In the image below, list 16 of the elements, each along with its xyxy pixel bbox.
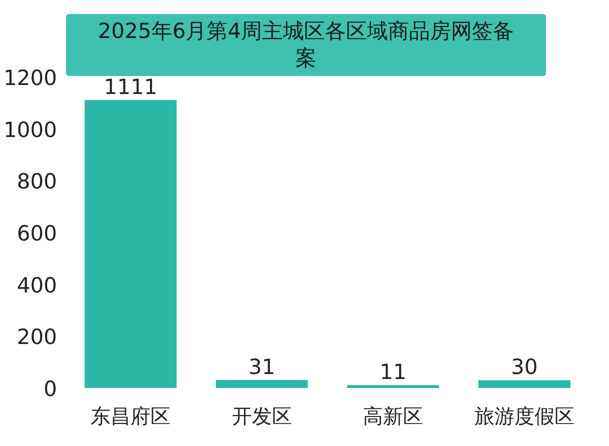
y-tick-label: 400	[16, 273, 57, 298]
x-tick-label: 旅游度假区	[474, 404, 574, 428]
data-label: 1111	[104, 75, 158, 100]
y-tick-label: 1000	[4, 118, 57, 142]
data-label: 11	[380, 360, 406, 384]
y-tick-label: 0	[44, 377, 57, 401]
x-tick-label: 开发区	[232, 404, 292, 428]
y-tick-label: 1200	[4, 66, 57, 90]
y-tick-label: 800	[16, 170, 57, 194]
data-label: 31	[248, 354, 276, 379]
x-tick-label: 东昌府区	[90, 404, 171, 428]
y-tick-label: 200	[16, 325, 57, 350]
y-tick-label: 600	[16, 222, 57, 246]
chart-title: 2025年6月第4周主城区各区域商品房网签备案	[66, 14, 546, 76]
x-tick-label: 高新区	[363, 404, 424, 428]
data-label: 30	[511, 355, 538, 380]
